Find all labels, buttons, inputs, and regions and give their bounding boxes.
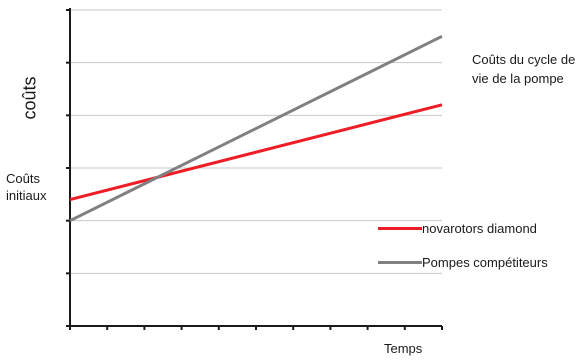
legend-label-novarotors: novarotors diamond bbox=[422, 220, 537, 236]
initial-costs-annotation: Coûts initiaux bbox=[6, 171, 47, 203]
series-line-0 bbox=[69, 103, 443, 202]
legend-item-competitors: Pompes compétiteurs bbox=[378, 253, 548, 271]
x-axis-label: Temps bbox=[384, 341, 423, 356]
series-line-1 bbox=[69, 34, 443, 223]
legend-item-novarotors: novarotors diamond bbox=[378, 219, 537, 237]
legend-label-competitors: Pompes compétiteurs bbox=[422, 254, 548, 270]
legend-swatch-competitors bbox=[378, 260, 422, 264]
y-axis-label: coûts bbox=[19, 76, 40, 120]
lifecycle-costs-annotation: Coûts du cycle de vie de la pompe bbox=[472, 52, 576, 86]
legend-swatch-novarotors bbox=[378, 226, 422, 230]
